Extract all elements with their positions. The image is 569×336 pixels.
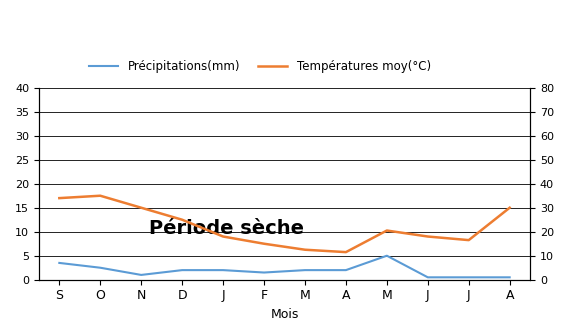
- Line: Températures moy(°C): Températures moy(°C): [59, 196, 510, 252]
- Températures moy(°C): [97, 194, 104, 198]
- Précipitations(mm): [506, 275, 513, 279]
- Précipitations(mm): [56, 261, 63, 265]
- Températures moy(°C): [465, 238, 472, 242]
- Précipitations(mm): [138, 273, 145, 277]
- X-axis label: Mois: Mois: [270, 308, 299, 321]
- Précipitations(mm): [261, 270, 267, 275]
- Précipitations(mm): [302, 268, 308, 272]
- Températures moy(°C): [220, 235, 226, 239]
- Températures moy(°C): [56, 196, 63, 200]
- Précipitations(mm): [384, 254, 390, 258]
- Températures moy(°C): [179, 218, 185, 222]
- Précipitations(mm): [179, 268, 185, 272]
- Line: Précipitations(mm): Précipitations(mm): [59, 256, 510, 277]
- Températures moy(°C): [506, 206, 513, 210]
- Précipitations(mm): [424, 275, 431, 279]
- Précipitations(mm): [97, 266, 104, 270]
- Précipitations(mm): [220, 268, 226, 272]
- Températures moy(°C): [424, 235, 431, 239]
- Legend: Précipitations(mm), Températures moy(°C): Précipitations(mm), Températures moy(°C): [84, 55, 436, 78]
- Text: Période sèche: Période sèche: [150, 219, 304, 238]
- Températures moy(°C): [384, 228, 390, 233]
- Précipitations(mm): [465, 275, 472, 279]
- Températures moy(°C): [138, 206, 145, 210]
- Précipitations(mm): [343, 268, 349, 272]
- Températures moy(°C): [343, 250, 349, 254]
- Températures moy(°C): [261, 242, 267, 246]
- Températures moy(°C): [302, 248, 308, 252]
